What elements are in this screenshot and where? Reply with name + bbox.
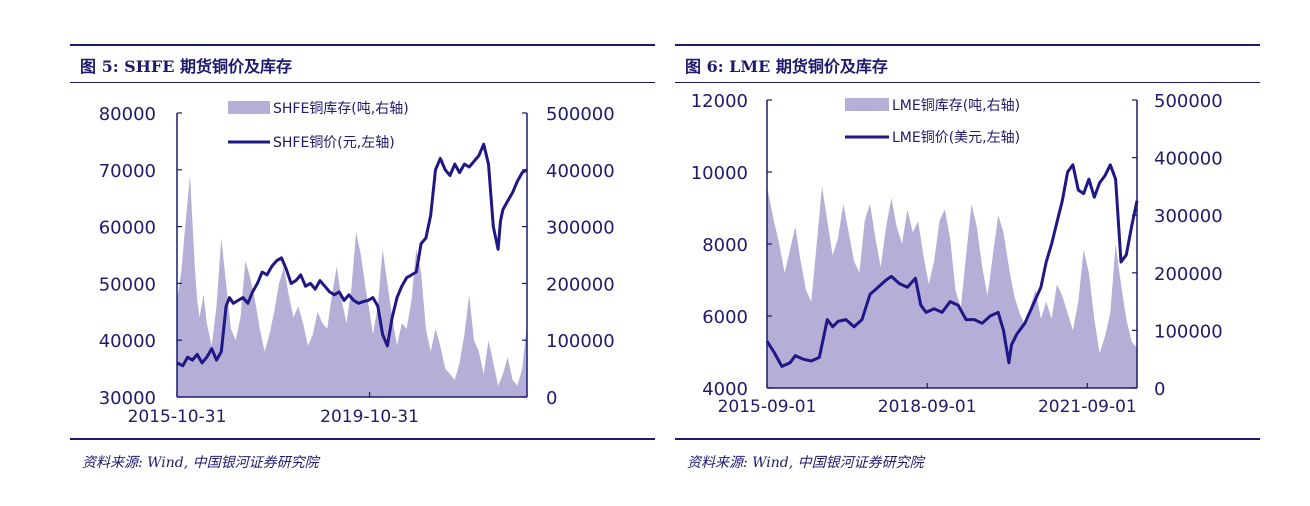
right-y-tick-label: 200000	[1154, 264, 1223, 285]
x-tick-label: 2019-10-31	[320, 407, 419, 427]
left-y-tick-label: 6000	[702, 307, 748, 328]
left-y-tick-label: 12000	[691, 91, 748, 112]
right-y-tick-label: 300000	[546, 218, 615, 239]
right-y-tick-label: 500000	[546, 104, 615, 125]
right-y-tick-label: 0	[546, 388, 557, 409]
inventory-area-series	[767, 186, 1137, 388]
left-y-tick-label: 80000	[99, 104, 156, 125]
figure-5-bottom-rule	[70, 438, 655, 440]
legend-area-swatch	[228, 101, 270, 114]
figure-5-source: 资料来源: Wind, 中国银河证券研究院	[82, 455, 319, 471]
right-y-tick-label: 100000	[1154, 321, 1223, 342]
right-y-tick-label: 400000	[1154, 149, 1223, 170]
right-y-tick-label: 500000	[1154, 91, 1223, 112]
figure-6-top-rule	[675, 44, 1260, 46]
figure-6-bottom-rule	[675, 438, 1260, 440]
figure-5-panel: 图 5: SHFE 期货铜价及库存 30000 40000 50000 60000 70…	[70, 44, 655, 471]
x-tick-label: 2021-09-01	[1038, 397, 1137, 417]
right-y-tick-label: 100000	[546, 331, 615, 352]
figure-6-title-rule	[675, 82, 1260, 83]
left-y-tick-label: 4000	[702, 379, 748, 400]
figure-6-chart: 4000 6000 8000 10000 12000 0 100000 200000 30000…	[691, 91, 1223, 417]
right-y-tick-label: 200000	[546, 274, 615, 295]
figure-6-title: 图 6: LME 期货铜价及库存	[685, 57, 888, 76]
legend-area-label: SHFE铜库存(吨,右轴)	[273, 101, 409, 117]
price-line-series	[765, 163, 1139, 368]
x-tick-label: 2015-09-01	[718, 397, 817, 417]
figure-5-title-rule	[70, 82, 655, 83]
figure-5-title: 图 5: SHFE 期货铜价及库存	[80, 57, 292, 76]
legend-line-label: LME铜价(美元,左轴)	[892, 130, 1020, 146]
left-y-tick-label: 60000	[99, 218, 156, 239]
left-y-tick-label: 70000	[99, 161, 156, 182]
x-tick-label: 2015-10-31	[128, 407, 227, 427]
legend-line-label: SHFE铜价(元,左轴)	[273, 135, 395, 151]
left-y-tick-label: 30000	[99, 388, 156, 409]
figure-6-source: 资料来源: Wind, 中国银河证券研究院	[687, 455, 924, 471]
left-y-tick-label: 10000	[691, 163, 748, 184]
right-y-tick-label: 300000	[1154, 206, 1223, 227]
left-y-tick-label: 40000	[99, 331, 156, 352]
legend-area-swatch	[845, 98, 889, 111]
figure-5-top-rule	[70, 44, 655, 46]
figure-5-chart: 30000 40000 50000 60000 70000 80000 0 100000 200…	[99, 101, 615, 427]
right-y-tick-label: 0	[1154, 379, 1165, 400]
figure-6-panel: 图 6: LME 期货铜价及库存 4000 6000 8000 10000 12000 0…	[655, 0, 1310, 506]
inventory-area-series	[177, 175, 527, 397]
price-line-series	[176, 142, 528, 368]
legend-area-label: LME铜库存(吨,右轴)	[892, 98, 1020, 114]
right-y-tick-label: 400000	[546, 161, 615, 182]
left-y-tick-label: 50000	[99, 274, 156, 295]
x-tick-label: 2018-09-01	[878, 397, 977, 417]
left-y-tick-label: 8000	[702, 235, 748, 256]
